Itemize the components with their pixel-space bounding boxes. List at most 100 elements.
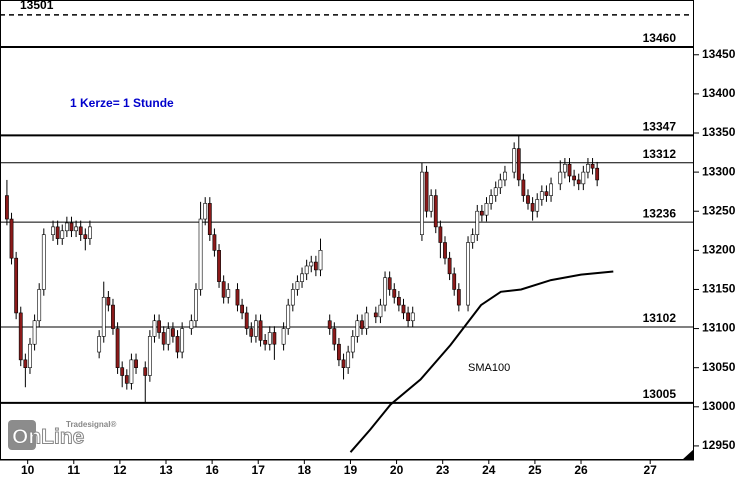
logo-big: OnLine [12, 426, 84, 449]
level-label: 13347 [643, 120, 677, 134]
candle-body [60, 230, 65, 239]
candle-body [69, 222, 74, 232]
candle-body [424, 171, 429, 212]
candle-body [355, 320, 360, 337]
y-tick-label: 13450 [702, 47, 736, 61]
candle-body [281, 328, 286, 345]
candle-body [263, 340, 268, 345]
x-tick-label: 16 [205, 463, 219, 477]
sma-label: SMA100 [468, 362, 510, 374]
candle-body [194, 289, 198, 322]
candle-body [78, 226, 83, 235]
candle-body [51, 226, 55, 235]
y-tick-label: 13150 [702, 282, 736, 296]
plot-frame [0, 0, 694, 460]
candle-body [244, 312, 249, 329]
candle-body [147, 336, 152, 376]
y-tick-label: 12950 [702, 438, 736, 452]
candle-body [124, 375, 129, 384]
candle-body [166, 328, 171, 345]
level-label: 13312 [643, 147, 677, 161]
candle-body [456, 289, 461, 306]
candle-body [364, 312, 369, 329]
sma-line [349, 270, 614, 453]
x-tick-label: 19 [344, 463, 358, 477]
candle-body [562, 163, 567, 173]
candle-body [189, 320, 194, 329]
candle-body [590, 163, 595, 169]
candle-body [470, 234, 475, 243]
x-tick-label: 10 [21, 463, 35, 477]
candle-body [258, 320, 263, 341]
candle-body [267, 332, 272, 345]
y-tick-label: 13100 [702, 321, 736, 335]
y-tick-label: 13350 [702, 125, 736, 139]
candle-body [350, 336, 355, 353]
candle-body [503, 171, 507, 181]
candle-body [286, 304, 291, 329]
candle-body [157, 320, 161, 333]
x-tick-label: 27 [644, 463, 658, 477]
level-label: 13102 [643, 311, 677, 325]
candle-body [438, 226, 443, 243]
candle-body [88, 226, 92, 239]
logo: Tradesignal® OnLine [8, 420, 116, 450]
candle-body [143, 367, 148, 376]
candle-body [83, 234, 88, 239]
candle-body [175, 336, 180, 353]
candle-body [493, 187, 498, 196]
candle-body [410, 312, 415, 322]
candle-body [240, 304, 244, 314]
y-tick-label: 13400 [702, 86, 736, 100]
candles [5, 135, 600, 403]
candle-body [212, 234, 217, 251]
y-tick-label: 13050 [702, 360, 736, 374]
candle-body [5, 195, 9, 220]
candle-body [332, 328, 337, 345]
candle-body [41, 234, 46, 290]
candle-body [32, 320, 37, 345]
candle-body [207, 203, 212, 235]
candle-body [309, 261, 314, 267]
corner-marker [682, 449, 694, 460]
candle-body [101, 296, 106, 337]
candle-body [452, 273, 457, 290]
candle-body [401, 304, 406, 314]
y-tick-label: 13200 [702, 243, 736, 257]
candle-body [129, 359, 134, 384]
x-tick-label: 23 [436, 463, 450, 477]
candle-body [161, 332, 166, 345]
candle-body [313, 261, 318, 271]
y-tick-label: 13300 [702, 164, 736, 178]
candle-body [479, 210, 484, 216]
candle-body [235, 289, 240, 306]
candle-body [383, 277, 387, 306]
candle-body [9, 218, 14, 259]
candle-body [406, 312, 410, 322]
level-label: 13501 [20, 0, 54, 12]
candle-body [581, 171, 586, 185]
candle-body [433, 195, 438, 228]
logo-small: Tradesignal® [66, 420, 116, 429]
candle-body [221, 281, 226, 298]
y-axis-area [694, 0, 750, 480]
candle-body [360, 320, 364, 329]
x-tick-label: 25 [528, 463, 542, 477]
candle-body [295, 281, 300, 290]
candle-body [198, 218, 203, 290]
candle-body [549, 183, 553, 196]
candle-body [521, 179, 526, 196]
x-tick-label: 18 [298, 463, 312, 477]
candle-body [595, 167, 600, 181]
x-tick-label: 11 [67, 463, 80, 477]
x-tick-label: 17 [252, 463, 266, 477]
candle-body [576, 179, 581, 185]
logo-badge [8, 420, 36, 450]
candle-body [23, 359, 28, 368]
candle-body [272, 332, 277, 345]
candle-body [341, 359, 346, 368]
candle-body [217, 250, 221, 282]
candle-body [447, 257, 452, 275]
candle-body [526, 195, 530, 204]
